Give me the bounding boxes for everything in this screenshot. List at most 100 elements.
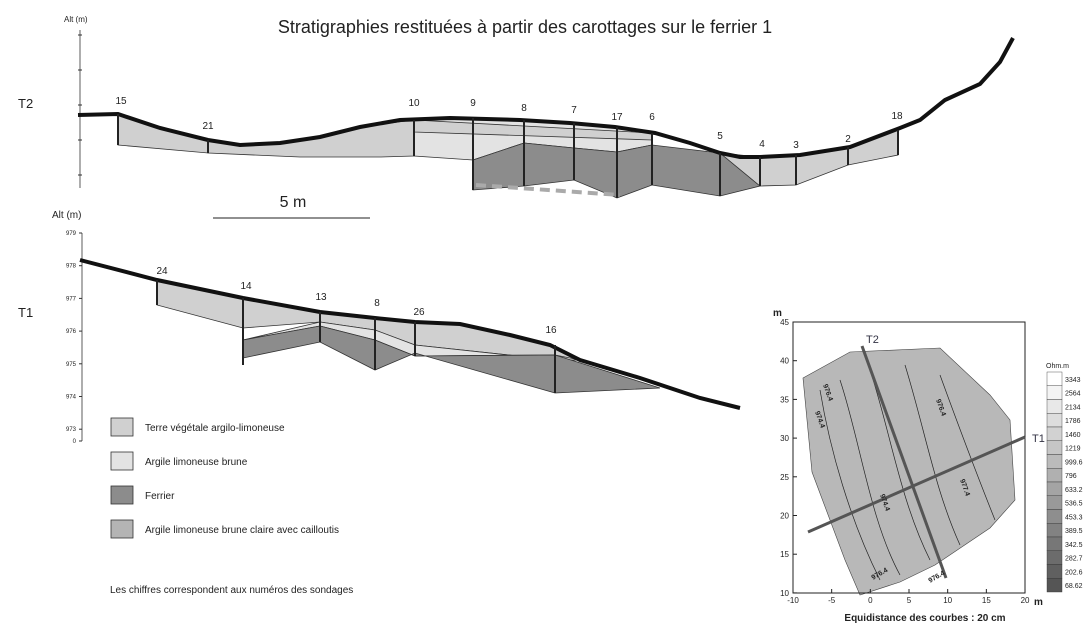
tick-label: 20 — [780, 512, 789, 521]
colorbar-label: 633.2 — [1065, 487, 1083, 494]
colorbar-label: 3343 — [1065, 377, 1081, 384]
tick-label: 0 — [868, 596, 873, 605]
page: Stratigraphies restituées à partir des c… — [0, 0, 1085, 625]
colorbar-cell — [1047, 427, 1062, 441]
sounding-label: 10 — [408, 98, 420, 109]
colorbar-cell — [1047, 441, 1062, 455]
profile-t1 — [80, 233, 740, 441]
profile-name: T2 — [18, 96, 33, 111]
sounding-label: 9 — [470, 98, 476, 109]
tick-label: 40 — [780, 357, 789, 366]
sounding-label: 4 — [759, 139, 765, 150]
legend-swatch — [111, 452, 133, 470]
colorbar-cell — [1047, 578, 1062, 592]
sounding-label: 7 — [571, 105, 577, 116]
colorbar-label: 2564 — [1065, 391, 1081, 398]
figure: Stratigraphies restituées à partir des c… — [0, 0, 1085, 625]
sounding-label: 18 — [891, 111, 903, 122]
line-label: T2 — [866, 334, 879, 346]
colorbar-cell — [1047, 400, 1062, 414]
tick-label: 20 — [1021, 596, 1030, 605]
line-label: T1 — [1032, 433, 1045, 445]
tick-label: -10 — [787, 596, 799, 605]
legend: Terre végétale argilo-limoneuse Argile li… — [111, 418, 339, 538]
tick-label: 15 — [780, 550, 789, 559]
colorbar-cell — [1047, 510, 1062, 524]
colorbar-label: 536.5 — [1065, 501, 1083, 508]
colorbar-label: 1786 — [1065, 418, 1081, 425]
legend-swatch — [111, 520, 133, 538]
colorbar-label: 999.6 — [1065, 459, 1083, 466]
tick-label: 5 — [907, 596, 912, 605]
colorbar-label: 389.5 — [1065, 528, 1083, 535]
colorbar-cell — [1047, 482, 1062, 496]
colorbar-label: 453.3 — [1065, 514, 1083, 521]
sounding-label: 16 — [545, 325, 557, 336]
colorbar-cell — [1047, 372, 1062, 386]
scale-label: 5 m — [280, 194, 307, 211]
tick-label: 15 — [982, 596, 991, 605]
sounding-label: 14 — [240, 281, 252, 292]
tick-label: 973 — [66, 427, 77, 433]
colorbar-cell — [1047, 455, 1062, 469]
note: Les chiffres correspondent aux numéros d… — [110, 585, 353, 596]
colorbar-cell — [1047, 496, 1062, 510]
sounding-label: 15 — [115, 96, 127, 107]
legend-label: Ferrier — [145, 491, 175, 502]
sounding-label: 21 — [202, 121, 214, 132]
profile-name: T1 — [18, 305, 33, 320]
colorbar-label: 1460 — [1065, 432, 1081, 439]
colorbar-cell — [1047, 551, 1062, 565]
tick-label: -5 — [828, 596, 836, 605]
axis-unit: m — [1034, 597, 1043, 608]
caption: Equidistance des courbes : 20 cm — [844, 613, 1005, 624]
colorbar-cell — [1047, 523, 1062, 537]
legend-label: Terre végétale argilo-limoneuse — [145, 423, 285, 434]
sounding-label: 6 — [649, 112, 655, 123]
axis-label: Alt (m) — [64, 15, 88, 24]
tick-label: 45 — [780, 318, 789, 327]
sounding-label: 8 — [521, 103, 527, 114]
colorbar-cell — [1047, 468, 1062, 482]
colorbar-label: 202.6 — [1065, 569, 1083, 576]
colorbar-label: 796 — [1065, 473, 1077, 480]
sounding-label: 3 — [793, 140, 799, 151]
sounding-label: 2 — [845, 134, 851, 145]
axis-label: Alt (m) — [52, 210, 81, 221]
map: T2 T1 m m Equidistance des courbes : 20 … — [773, 308, 1069, 624]
tick-label: 35 — [780, 395, 789, 404]
legend-label: Argile limoneuse brune claire avec caill… — [145, 525, 339, 536]
title: Stratigraphies restituées à partir des c… — [278, 17, 772, 37]
legend-label: Argile limoneuse brune — [145, 457, 248, 468]
tick-label: 979 — [66, 231, 77, 237]
tick-label: 0 — [73, 439, 77, 445]
legend-swatch — [111, 418, 133, 436]
tick-label: 25 — [780, 473, 789, 482]
colorbar-cell — [1047, 386, 1062, 400]
colorbar-label: 2134 — [1065, 404, 1081, 411]
colorbar-title: Ohm.m — [1046, 363, 1069, 370]
tick-label: 976 — [66, 329, 77, 335]
contour-label: 976.4 — [928, 570, 947, 585]
tick-label: 977 — [66, 296, 77, 302]
colorbar-cell — [1047, 413, 1062, 427]
tick-label: 30 — [780, 434, 789, 443]
sounding-label: 5 — [717, 131, 723, 142]
colorbar-label: 1219 — [1065, 446, 1081, 453]
colorbar-cell — [1047, 537, 1062, 551]
sounding-label: 8 — [374, 298, 380, 309]
profile-t2 — [78, 30, 1013, 198]
colorbar-label: 282.7 — [1065, 556, 1083, 563]
sounding-label: 17 — [611, 112, 623, 123]
sounding-label: 26 — [413, 307, 425, 318]
colorbar-cell — [1047, 565, 1062, 579]
legend-swatch — [111, 486, 133, 504]
tick-label: 974 — [66, 395, 77, 401]
colorbar-label: 68.62 — [1065, 583, 1083, 590]
tick-label: 978 — [66, 264, 77, 270]
sounding-label: 13 — [315, 292, 327, 303]
tick-label: 10 — [943, 596, 952, 605]
tick-label: 975 — [66, 362, 77, 368]
colorbar-label: 342.5 — [1065, 542, 1083, 549]
sounding-label: 24 — [156, 266, 168, 277]
